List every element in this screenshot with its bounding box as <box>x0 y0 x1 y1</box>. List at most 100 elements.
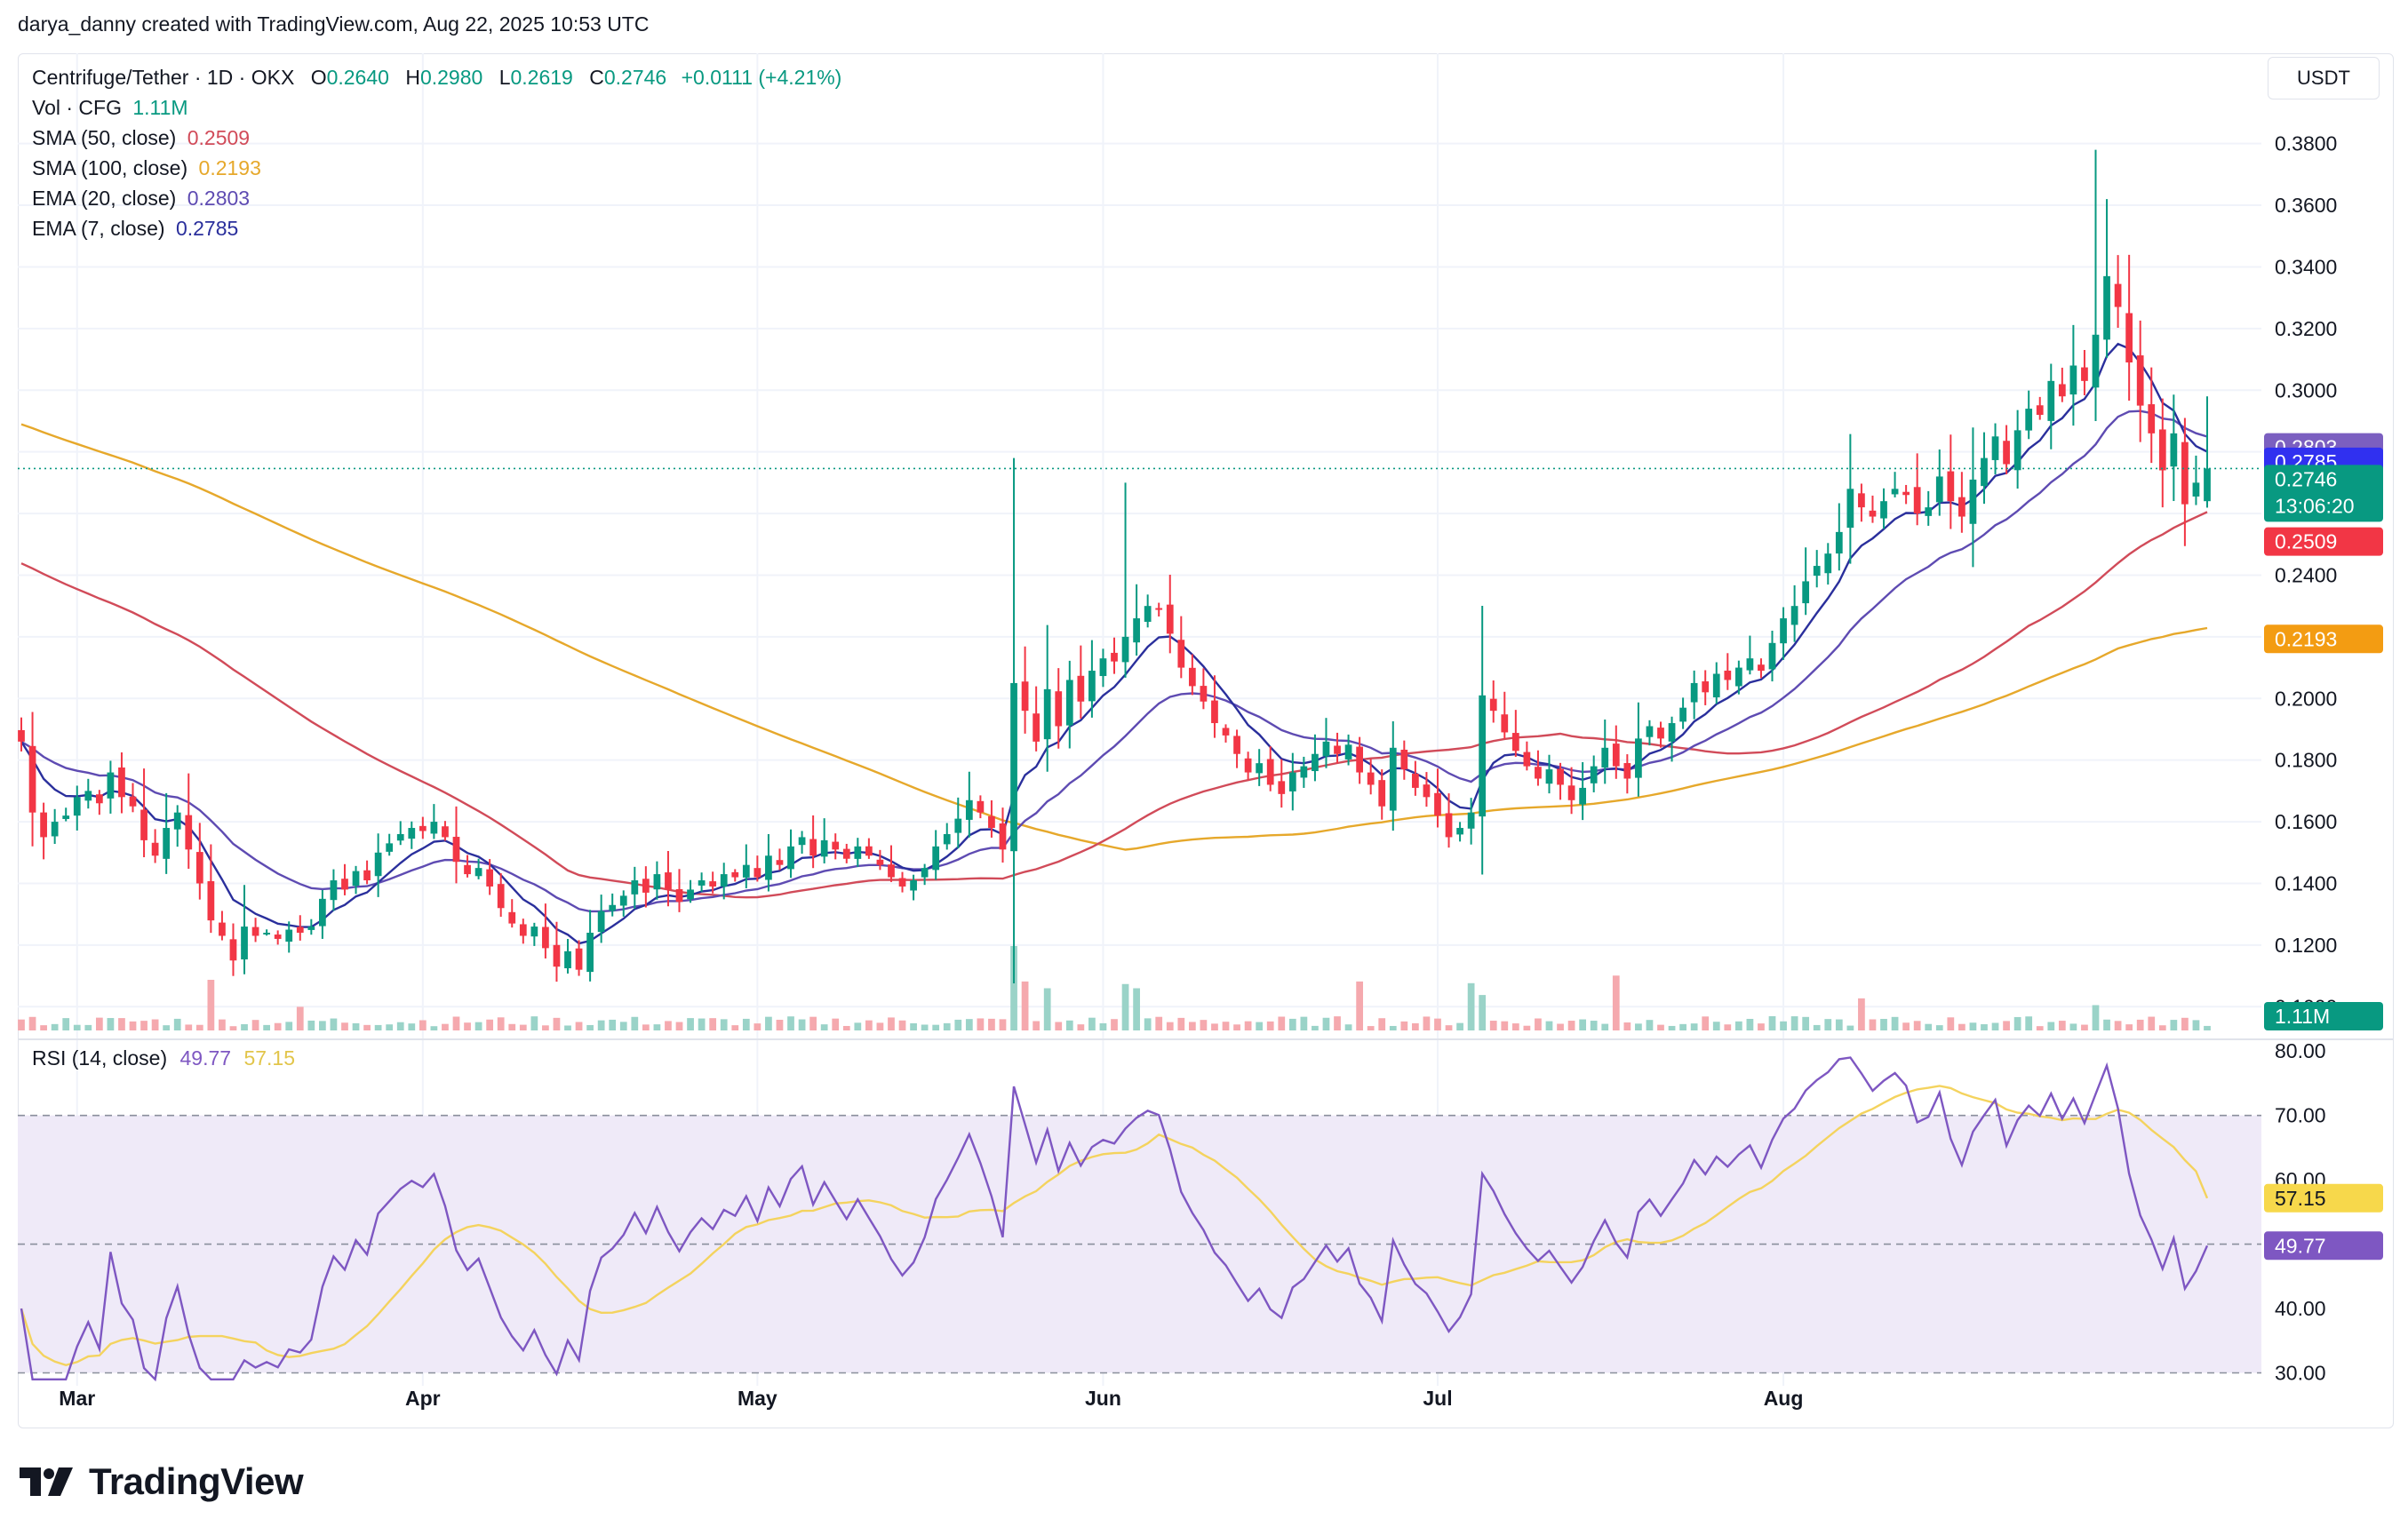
volume-bar <box>307 1020 315 1030</box>
candle-body <box>1278 781 1286 794</box>
candle-body <box>163 828 171 859</box>
volume-bar <box>195 1024 203 1030</box>
candle-body <box>1211 700 1218 724</box>
candle-body <box>1088 671 1096 702</box>
candle-body <box>1043 688 1051 740</box>
candle-body <box>910 880 917 891</box>
volume-bar <box>1579 1019 1587 1030</box>
volume-bar <box>1712 1022 1720 1030</box>
sma50-line <box>20 511 2208 899</box>
ema20-legend-row[interactable]: EMA (20, close) 0.2803 <box>32 183 841 213</box>
volume-bar <box>575 1022 583 1030</box>
rsi-ma-line <box>20 1085 2209 1367</box>
candle-body <box>1768 642 1776 670</box>
volume-bar <box>173 1018 181 1030</box>
volume-bar <box>1489 1021 1497 1030</box>
volume-bar <box>185 1024 193 1030</box>
candle-body <box>1991 436 1999 460</box>
volume-bar <box>1590 1021 1598 1030</box>
volume-bar <box>965 1019 973 1030</box>
candle-body <box>1356 746 1363 773</box>
volume-bar <box>1244 1021 1252 1030</box>
candle-body <box>107 772 115 799</box>
candle-body <box>486 869 494 887</box>
volume-bar <box>597 1020 605 1030</box>
candle-body <box>832 841 840 850</box>
candle-body <box>842 848 850 859</box>
candle-body <box>1668 723 1676 742</box>
ema20-label: EMA (20, close) <box>32 187 177 210</box>
candle-body <box>1322 741 1330 757</box>
sma50-value: 0.2509 <box>187 126 251 149</box>
volume-bar <box>1880 1019 1887 1030</box>
price-axis-tick: 0.3800 <box>2275 132 2337 155</box>
sma50-legend-row[interactable]: SMA (50, close) 0.2509 <box>32 123 841 153</box>
candle-body <box>665 872 672 890</box>
volume-bar <box>2192 1020 2200 1030</box>
volume-bar <box>753 1023 761 1030</box>
candle-body <box>519 924 527 936</box>
volume-bar <box>842 1025 850 1030</box>
high-value: 0.2980 <box>419 66 483 89</box>
candle-body <box>1121 636 1129 663</box>
candle-body <box>1367 772 1375 785</box>
candle-body <box>508 911 516 924</box>
price-axis-tick: 0.2400 <box>2275 563 2337 586</box>
candle-body <box>943 833 951 845</box>
volume-bar <box>285 1022 293 1030</box>
currency-button[interactable]: USDT <box>2268 57 2380 99</box>
candle-body <box>51 822 59 837</box>
candle-body <box>1880 501 1887 519</box>
sma100-legend-row[interactable]: SMA (100, close) 0.2193 <box>32 153 841 183</box>
volume-bar <box>1166 1022 1174 1030</box>
volume-bar <box>798 1019 806 1030</box>
candle-body <box>709 881 717 887</box>
candle-body <box>988 815 995 829</box>
volume-bar <box>1065 1020 1073 1030</box>
volume-bar <box>1077 1024 1085 1030</box>
volume-bar <box>1278 1016 1286 1030</box>
volume-bar <box>1456 1022 1463 1030</box>
volume-bar <box>2103 1019 2110 1030</box>
candle-body <box>1869 510 1877 517</box>
candle-body <box>530 927 538 937</box>
candle-body <box>798 837 806 846</box>
time-axis-tick: Jun <box>1085 1387 1121 1410</box>
volume-bar <box>62 1018 70 1030</box>
volume-bar <box>1913 1021 1921 1030</box>
volume-bar <box>932 1024 940 1030</box>
volume-bar <box>999 1019 1007 1030</box>
volume-bar <box>2025 1016 2033 1030</box>
rsi-legend[interactable]: RSI (14, close) 49.77 57.15 <box>32 1046 295 1070</box>
volume-bar <box>2058 1021 2066 1030</box>
candle-body <box>1467 812 1475 829</box>
volume-bar <box>1400 1021 1408 1030</box>
candle-body <box>2081 367 2088 381</box>
candle-body <box>2013 430 2021 471</box>
volume-bar <box>28 1016 36 1030</box>
candle-body <box>1456 828 1463 835</box>
volume-bar <box>219 1019 226 1030</box>
candle-body <box>263 933 270 935</box>
candle-body <box>1434 792 1441 816</box>
volume-bar <box>2081 1024 2088 1030</box>
candle-body <box>609 904 617 911</box>
symbol-label[interactable]: Centrifuge/Tether · 1D · OKX <box>32 66 295 89</box>
high-key: H <box>405 66 420 89</box>
series-legend: Centrifuge/Tether · 1D · OKX O0.2640 H0.… <box>32 62 841 243</box>
candle-body <box>787 846 794 870</box>
candle-body <box>118 767 125 798</box>
volume-bar <box>876 1022 884 1030</box>
volume-bar <box>1266 1021 1274 1030</box>
candle-body <box>2025 409 2033 431</box>
volume-bar <box>1412 1022 1419 1030</box>
candle-body <box>1523 752 1531 767</box>
ema7-label: EMA (7, close) <box>32 217 165 240</box>
candle-body <box>675 888 683 903</box>
volume-bar <box>1334 1016 1341 1030</box>
candle-body <box>1724 670 1732 680</box>
ema7-legend-row[interactable]: EMA (7, close) 0.2785 <box>32 213 841 243</box>
volume-legend-row[interactable]: Vol · CFG 1.11M <box>32 92 841 123</box>
candle-body <box>1021 681 1029 712</box>
